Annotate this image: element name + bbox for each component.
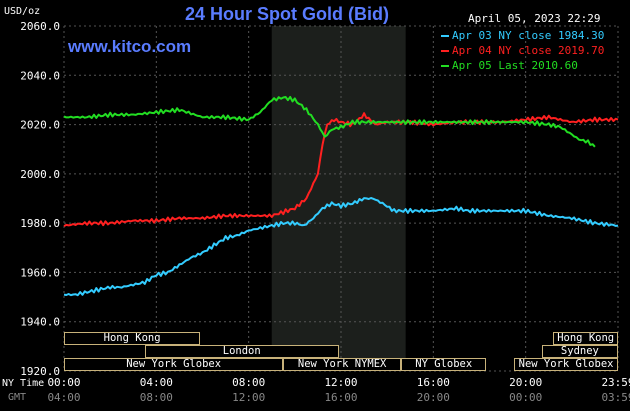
session-bar: New York NYMEX <box>283 358 401 371</box>
x-tick-label-gmt: 12:00 <box>232 391 265 404</box>
y-tick-label: 2060.0 <box>20 20 60 33</box>
x-tick-label-ny: 20:00 <box>509 376 542 389</box>
x-tick-label-gmt: 20:00 <box>417 391 450 404</box>
y-tick-label: 2020.0 <box>20 119 60 132</box>
legend-label: Apr 05 Last 2010.60 <box>452 59 578 72</box>
y-tick-label: 1980.0 <box>20 217 60 230</box>
legend-item: Apr 03 NY close 1984.30 <box>441 28 604 43</box>
legend-swatch <box>441 34 449 37</box>
legend-item: Apr 04 NY close 2019.70 <box>441 43 604 58</box>
session-bar: London <box>144 345 339 358</box>
x-tick-label-gmt: 08:00 <box>140 391 173 404</box>
chart-title: 24 Hour Spot Gold (Bid) <box>185 4 389 24</box>
session-bar: New York Globex <box>64 358 284 371</box>
y-tick-label: 1920.0 <box>20 365 60 378</box>
y-tick-label: 2000.0 <box>20 168 60 181</box>
x-tick-label-ny: 04:00 <box>140 376 173 389</box>
legend: Apr 03 NY close 1984.30 Apr 04 NY close … <box>441 28 604 73</box>
x-tick-label-gmt: 04:00 <box>47 391 80 404</box>
y-tick-label: 1960.0 <box>20 266 60 279</box>
series-line <box>63 95 596 148</box>
x-tick-label-ny: 12:00 <box>324 376 357 389</box>
session-bar: New York Globex <box>514 358 618 371</box>
legend-label: Apr 03 NY close 1984.30 <box>452 29 605 42</box>
x-tick-label-gmt: 16:00 <box>324 391 357 404</box>
legend-item: Apr 05 Last 2010.60 <box>441 58 604 73</box>
x-tick-label-gmt: 03:59 <box>601 391 630 404</box>
y-tick-label: 2040.0 <box>20 69 60 82</box>
legend-swatch <box>441 49 449 52</box>
x-tick-label-gmt: 00:00 <box>509 391 542 404</box>
unit-label: USD/oz <box>4 6 41 17</box>
x-tick-label-ny: 23:59 <box>601 376 630 389</box>
y-tick-label: 1940.0 <box>20 316 60 329</box>
gmt-label: GMT <box>8 392 27 403</box>
x-tick-label-ny: 16:00 <box>417 376 450 389</box>
series-line <box>63 197 619 297</box>
nymex-session-band <box>271 26 406 371</box>
x-tick-label-ny: 08:00 <box>232 376 265 389</box>
session-bar: Sydney <box>541 345 618 358</box>
legend-label: Apr 04 NY close 2019.70 <box>452 44 605 57</box>
legend-swatch <box>441 64 449 67</box>
datetime-label: April 05, 2023 22:29 <box>468 12 601 25</box>
x-tick-label-ny: 00:00 <box>47 376 80 389</box>
session-bar: Hong Kong <box>553 332 618 345</box>
site-link[interactable]: www.kitco.com <box>68 37 192 56</box>
session-bar: Hong Kong <box>64 332 201 345</box>
session-bar: NY Globex <box>401 358 487 371</box>
ny-time-label: NY Time <box>2 378 45 389</box>
